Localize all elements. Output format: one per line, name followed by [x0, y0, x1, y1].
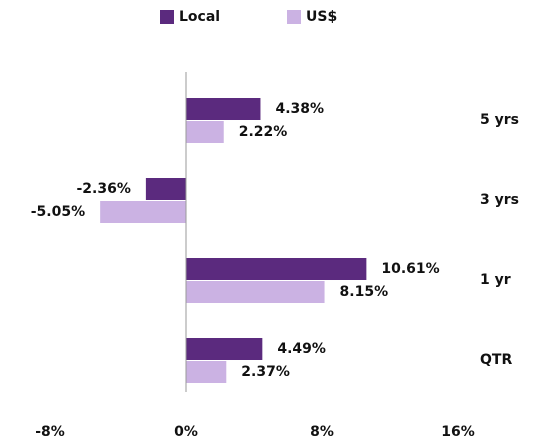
- bar: [186, 338, 263, 360]
- value-label: 10.61%: [381, 261, 439, 277]
- bar: [186, 258, 367, 280]
- value-label: 2.22%: [239, 124, 288, 140]
- x-tick-label: 16%: [441, 424, 475, 440]
- value-label: 2.37%: [241, 364, 290, 380]
- legend-label: Local: [179, 9, 220, 25]
- legend-swatch: [287, 10, 301, 24]
- legend-swatch: [160, 10, 174, 24]
- value-label: -2.36%: [76, 181, 130, 197]
- value-label: 4.38%: [275, 101, 324, 117]
- category-label: QTR: [480, 352, 512, 368]
- value-label: 8.15%: [340, 284, 389, 300]
- bar: [186, 361, 227, 383]
- category-label: 5 yrs: [480, 112, 519, 128]
- category-label: 1 yr: [480, 272, 511, 288]
- bar: [186, 121, 224, 143]
- value-label: 4.49%: [277, 341, 326, 357]
- value-label: -5.05%: [31, 204, 85, 220]
- bar: [100, 201, 186, 223]
- bar: [186, 98, 261, 120]
- x-tick-label: -8%: [35, 424, 65, 440]
- x-tick-label: 0%: [174, 424, 198, 440]
- legend-label: US$: [306, 9, 337, 25]
- x-tick-label: 8%: [310, 424, 334, 440]
- bar: [186, 281, 325, 303]
- category-label: 3 yrs: [480, 192, 519, 208]
- bar: [145, 178, 186, 200]
